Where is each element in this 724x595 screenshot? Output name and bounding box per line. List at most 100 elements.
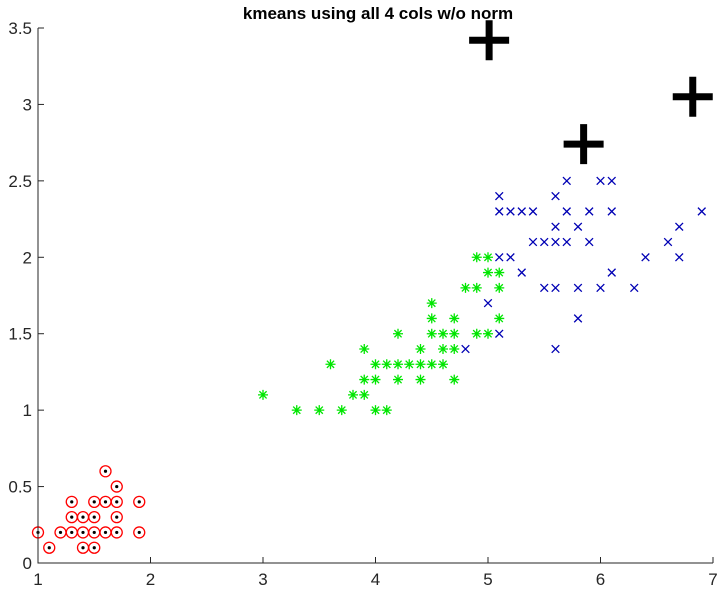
data-point-asterisk-1-3 — [325, 359, 336, 370]
data-point-circle-dot-0-17 — [110, 510, 123, 524]
data-point-asterisk-1-38 — [483, 252, 493, 263]
data-point-asterisk-1-20 — [415, 344, 426, 354]
data-point-asterisk-1-40 — [494, 282, 505, 293]
data-point-x-2-32 — [629, 283, 639, 293]
data-point-circle-dot-0-15 — [99, 465, 112, 478]
x-tick-label-3: 4 — [371, 570, 380, 589]
data-point-circle-dot-0-1 — [43, 541, 56, 554]
data-point-asterisk-1-21 — [426, 359, 437, 370]
data-point-circle-dot-0-18 — [110, 495, 123, 509]
data-point-x-2-26 — [584, 207, 594, 216]
data-point-circle-dot-0-5 — [65, 495, 78, 509]
data-point-asterisk-1-28 — [449, 374, 460, 385]
chart-title: kmeans using all 4 cols w/o norm — [243, 4, 513, 23]
data-point-circle-dot-0-9 — [88, 541, 101, 554]
data-point-asterisk-1-31 — [449, 313, 460, 324]
data-point-x-2-5 — [494, 191, 504, 201]
data-point-circle-dot-0-21 — [133, 495, 146, 509]
data-point-centroid-plus-3-1 — [563, 124, 604, 165]
data-point-x-2-35 — [674, 253, 684, 262]
x-tick-label-6: 7 — [708, 570, 717, 589]
data-point-x-2-21 — [562, 176, 572, 186]
y-tick-label-0: 0 — [23, 554, 32, 573]
data-point-asterisk-1-39 — [494, 313, 505, 324]
data-point-x-2-2 — [494, 329, 504, 338]
data-point-asterisk-1-16 — [393, 328, 403, 339]
data-point-asterisk-1-25 — [438, 359, 448, 370]
data-point-x-2-11 — [528, 207, 538, 216]
data-point-asterisk-1-8 — [359, 344, 370, 354]
data-point-x-2-14 — [551, 344, 560, 354]
data-point-asterisk-1-30 — [449, 328, 460, 339]
data-point-asterisk-1-11 — [370, 359, 381, 370]
y-tick-label-5: 2.5 — [8, 172, 32, 191]
data-point-asterisk-1-22 — [426, 328, 437, 339]
y-tick-label-2: 1 — [23, 401, 32, 420]
data-point-asterisk-1-18 — [415, 374, 426, 385]
data-point-circle-dot-0-16 — [110, 526, 123, 539]
data-point-asterisk-1-27 — [438, 328, 448, 339]
data-point-x-2-28 — [596, 176, 605, 186]
data-point-asterisk-1-36 — [483, 328, 493, 339]
data-point-x-2-20 — [562, 207, 572, 216]
data-point-asterisk-1-2 — [314, 405, 325, 416]
data-point-x-2-15 — [551, 283, 560, 293]
data-point-x-2-22 — [573, 314, 583, 323]
x-tick-label-0: 1 — [33, 570, 42, 589]
axes: 1 2 3 4 5 6 7 0 0.5 1 1.5 2 2.5 3 3.5 — [8, 19, 717, 589]
x-tick-label-1: 2 — [146, 570, 155, 589]
data-point-asterisk-1-0 — [258, 389, 268, 400]
data-point-x-2-31 — [607, 176, 617, 186]
data-point-x-2-1 — [483, 298, 493, 308]
data-point-x-2-33 — [641, 253, 650, 262]
x-tick-label-2: 3 — [258, 570, 267, 589]
data-point-asterisk-1-35 — [471, 252, 482, 263]
data-point-asterisk-1-14 — [393, 374, 403, 385]
data-point-circle-dot-0-11 — [88, 510, 101, 524]
data-point-asterisk-1-24 — [426, 298, 437, 309]
data-point-asterisk-1-23 — [426, 313, 437, 324]
data-point-x-2-8 — [517, 268, 527, 277]
data-point-asterisk-1-34 — [471, 282, 482, 293]
data-point-x-2-37 — [697, 207, 707, 216]
data-point-asterisk-1-13 — [381, 359, 392, 370]
data-point-asterisk-1-9 — [370, 405, 381, 416]
data-point-centroid-plus-3-2 — [672, 76, 713, 117]
data-point-asterisk-1-32 — [460, 282, 471, 293]
data-point-circle-dot-0-20 — [133, 526, 146, 539]
data-point-x-2-27 — [596, 283, 605, 293]
data-point-asterisk-1-41 — [494, 267, 505, 278]
y-tick-label-1: 0.5 — [8, 478, 32, 497]
data-point-x-2-13 — [539, 237, 549, 247]
data-point-x-2-12 — [539, 283, 549, 293]
data-point-x-2-34 — [663, 237, 673, 247]
data-point-asterisk-1-26 — [438, 344, 448, 354]
data-point-centroid-plus-3-0 — [469, 20, 510, 61]
data-point-x-2-36 — [674, 222, 684, 231]
data-marks — [31, 20, 713, 554]
data-point-x-2-25 — [584, 237, 594, 247]
y-tick-label-4: 2 — [23, 248, 32, 267]
data-point-circle-dot-0-19 — [110, 480, 123, 493]
y-tick-label-6: 3 — [23, 95, 32, 114]
data-point-asterisk-1-6 — [359, 389, 370, 400]
data-point-asterisk-1-15 — [393, 359, 403, 370]
data-point-x-2-6 — [506, 253, 515, 262]
data-point-asterisk-1-12 — [381, 405, 392, 416]
data-point-asterisk-1-17 — [404, 359, 415, 370]
x-tick-label-5: 6 — [596, 570, 605, 589]
data-point-x-2-29 — [607, 268, 617, 277]
data-point-asterisk-1-33 — [471, 328, 482, 339]
data-point-x-2-19 — [562, 237, 572, 247]
data-point-asterisk-1-29 — [449, 344, 460, 354]
data-point-x-2-16 — [551, 237, 560, 247]
data-point-asterisk-1-19 — [415, 359, 426, 370]
x-tick-label-4: 5 — [483, 570, 492, 589]
data-point-x-2-10 — [528, 237, 538, 247]
data-point-x-2-9 — [517, 207, 527, 216]
data-point-x-2-24 — [573, 222, 583, 231]
data-point-asterisk-1-10 — [370, 374, 381, 385]
data-point-x-2-18 — [551, 191, 560, 201]
y-tick-label-3: 1.5 — [8, 325, 32, 344]
